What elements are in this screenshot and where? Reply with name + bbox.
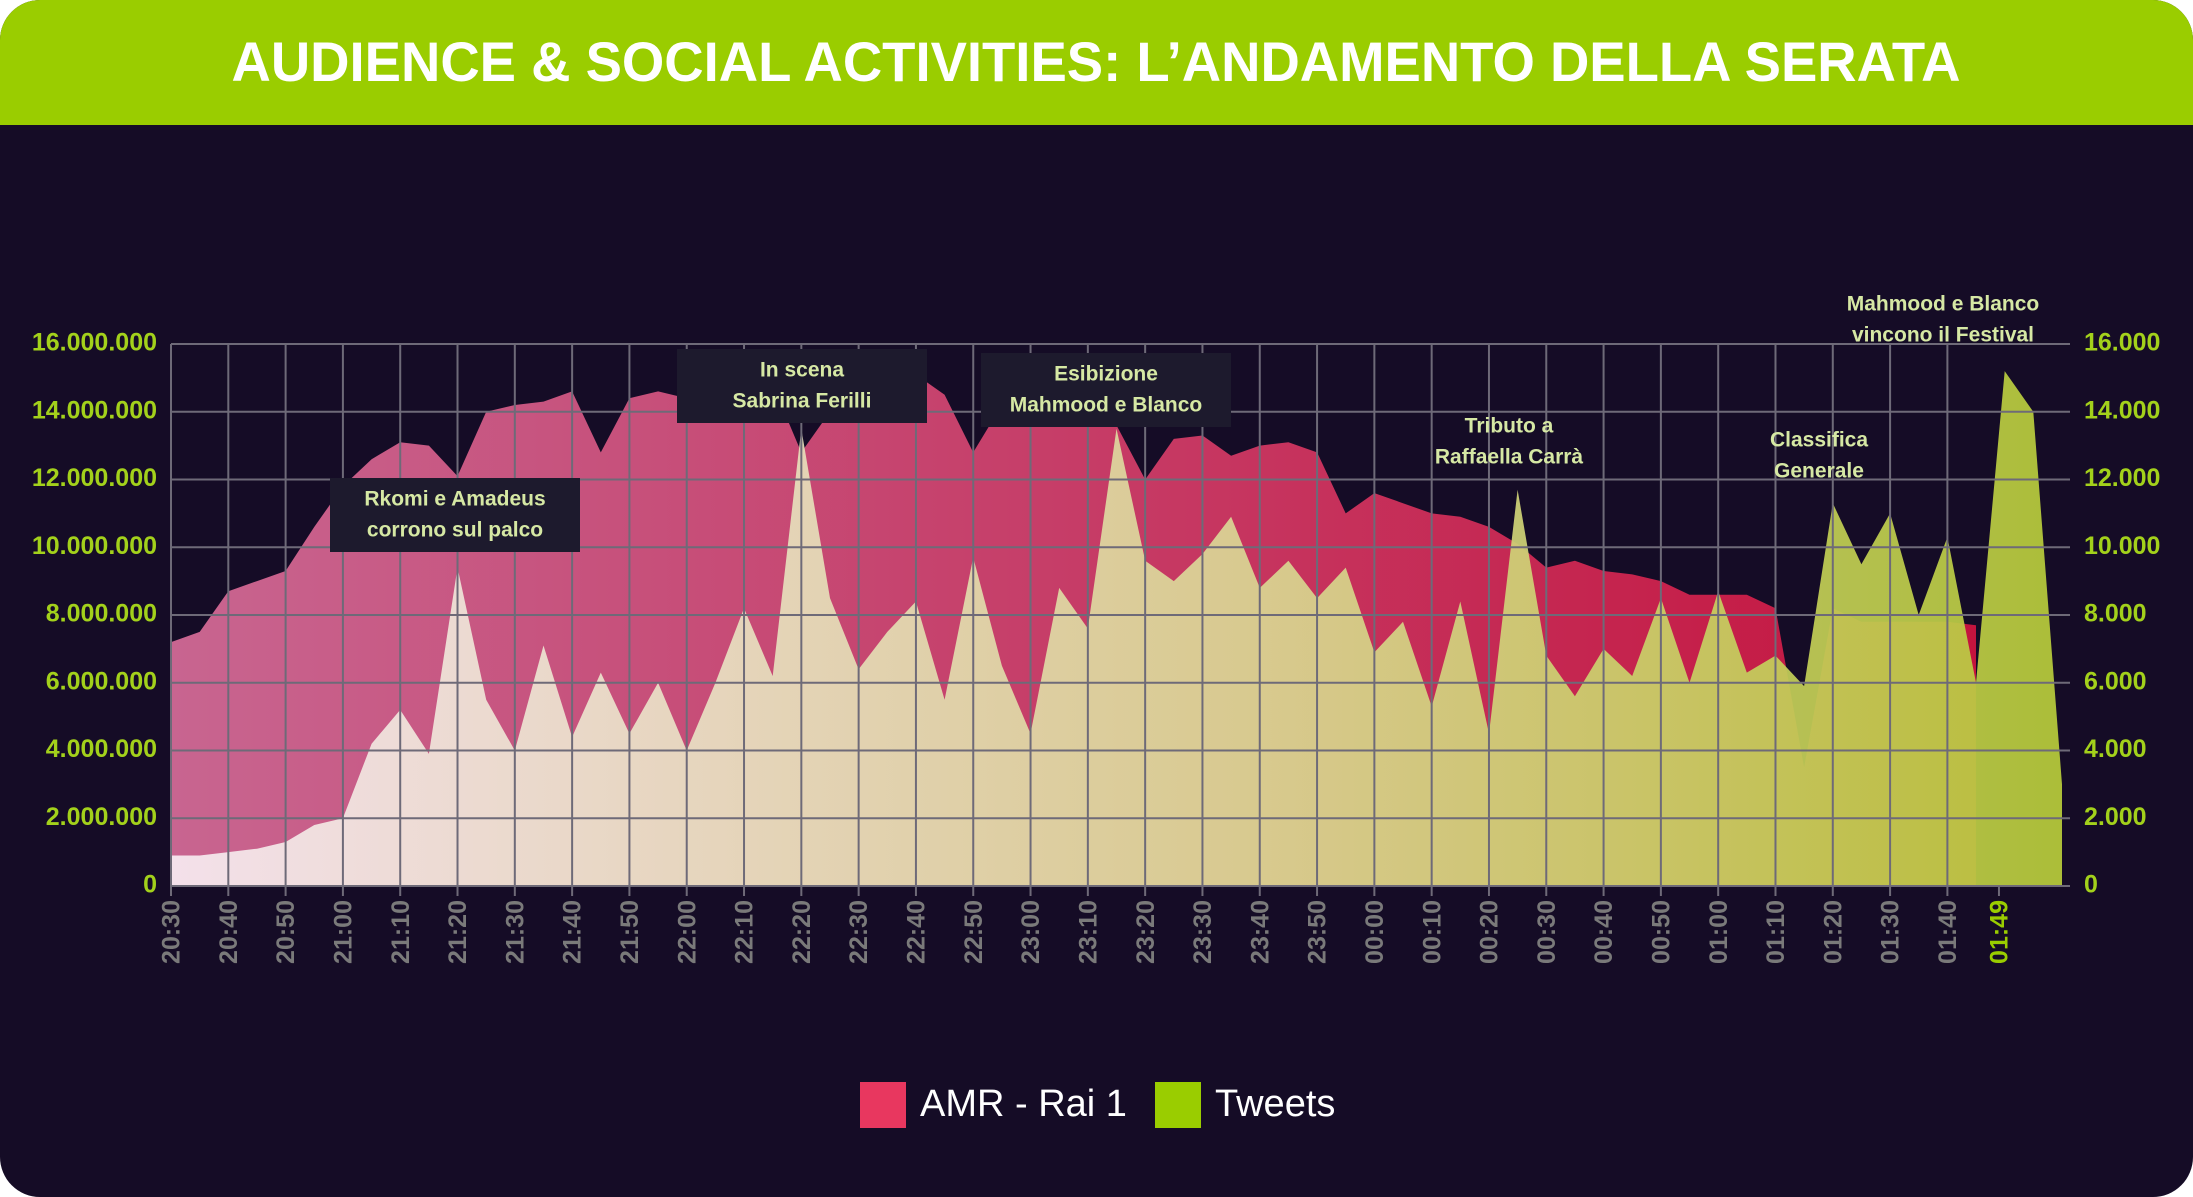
y2-tick-label: 12.000 bbox=[2084, 464, 2160, 492]
x-tick-label: 23:20 bbox=[1132, 900, 1160, 964]
y-tick-label: 2.000.000 bbox=[46, 803, 157, 831]
x-tick-label: 23:30 bbox=[1189, 900, 1217, 964]
y2-tick-label: 0 bbox=[2084, 871, 2098, 899]
annotation-text: Sabrina Ferilli bbox=[733, 390, 872, 413]
annotation-text: Classifica bbox=[1770, 429, 1868, 452]
annotation-box bbox=[677, 349, 927, 423]
annotation: Classifica Generale bbox=[1770, 429, 1868, 483]
header-bar bbox=[0, 0, 2193, 125]
y2-tick-label: 4.000 bbox=[2084, 735, 2147, 763]
y-tick-label: 4.000.000 bbox=[46, 735, 157, 763]
annotation: Esibizione Mahmood e Blanco bbox=[981, 353, 1231, 427]
x-tick-label: 20:40 bbox=[215, 900, 243, 964]
x-tick-label: 21:00 bbox=[330, 900, 358, 964]
annotation: In scena Sabrina Ferilli bbox=[677, 349, 927, 423]
annotation-box bbox=[330, 478, 580, 552]
annotation-text: Rkomi e Amadeus bbox=[364, 488, 545, 511]
annotation-text: Tributo a bbox=[1465, 415, 1554, 438]
x-tick-label: 21:40 bbox=[559, 900, 587, 964]
annotation: Tributo a Raffaella Carrà bbox=[1435, 415, 1584, 469]
x-tick-label: 22:30 bbox=[845, 900, 873, 964]
y-tick-label: 16.000.000 bbox=[32, 329, 157, 357]
x-tick-label: 00:30 bbox=[1533, 900, 1561, 964]
x-tick-label: 22:10 bbox=[731, 900, 759, 964]
legend-swatch bbox=[1155, 1082, 1201, 1128]
y-tick-label: 14.000.000 bbox=[32, 396, 157, 424]
x-tick-label: 20:50 bbox=[272, 900, 300, 964]
x-tick-label: 00:20 bbox=[1476, 900, 1504, 964]
x-tick-label: 22:50 bbox=[960, 900, 988, 964]
annotation-text: Mahmood e Blanco bbox=[1010, 394, 1203, 417]
x-tick-label: 21:10 bbox=[387, 900, 415, 964]
annotation: Mahmood e Blanco vincono il Festival bbox=[1847, 293, 2040, 347]
x-tick-label: 22:40 bbox=[903, 900, 931, 964]
annotation-text: In scena bbox=[760, 359, 844, 382]
y-tick-label: 0 bbox=[143, 871, 157, 899]
legend-label: AMR - Rai 1 bbox=[920, 1083, 1127, 1125]
x-tick-label: 01:00 bbox=[1705, 900, 1733, 964]
y2-tick-label: 16.000 bbox=[2084, 329, 2160, 357]
annotation-text: Raffaella Carrà bbox=[1435, 446, 1584, 469]
y-tick-label: 8.000.000 bbox=[46, 600, 157, 628]
x-tick-label: 23:40 bbox=[1246, 900, 1274, 964]
x-tick-label: 21:50 bbox=[616, 900, 644, 964]
x-tick-label: 21:30 bbox=[501, 900, 529, 964]
x-tick-label: 20:30 bbox=[158, 900, 186, 964]
x-tick-label: 01:10 bbox=[1762, 900, 1790, 964]
x-tick-label: 01:49 bbox=[1986, 900, 2014, 964]
x-tick-label: 23:50 bbox=[1304, 900, 1332, 964]
legend-label: Tweets bbox=[1215, 1083, 1335, 1125]
y-tick-label: 6.000.000 bbox=[46, 667, 157, 695]
y-tick-label: 12.000.000 bbox=[32, 464, 157, 492]
annotation-text: Generale bbox=[1774, 460, 1864, 483]
x-tick-label: 23:00 bbox=[1017, 900, 1045, 964]
chart-title: AUDIENCE & SOCIAL ACTIVITIES: L’ANDAMENT… bbox=[232, 30, 1961, 93]
y2-tick-label: 6.000 bbox=[2084, 667, 2147, 695]
x-tick-label: 00:50 bbox=[1647, 900, 1675, 964]
x-tick-label: 01:30 bbox=[1877, 900, 1905, 964]
x-tick-label: 22:00 bbox=[673, 900, 701, 964]
x-tick-label: 21:20 bbox=[444, 900, 472, 964]
annotation: Rkomi e Amadeus corrono sul palco bbox=[330, 478, 580, 552]
x-tick-label: 01:40 bbox=[1934, 900, 1962, 964]
legend-swatch bbox=[860, 1082, 906, 1128]
y2-tick-label: 14.000 bbox=[2084, 396, 2160, 424]
x-tick-label: 22:20 bbox=[788, 900, 816, 964]
annotation-text: Mahmood e Blanco bbox=[1847, 293, 2040, 316]
y2-tick-label: 8.000 bbox=[2084, 600, 2147, 628]
x-tick-label: 00:10 bbox=[1418, 900, 1446, 964]
x-tick-label: 01:20 bbox=[1819, 900, 1847, 964]
y-tick-label: 10.000.000 bbox=[32, 532, 157, 560]
area bbox=[171, 371, 2062, 887]
x-tick-label: 00:00 bbox=[1361, 900, 1389, 964]
annotation-text: vincono il Festival bbox=[1852, 324, 2034, 347]
x-tick-label: 23:10 bbox=[1074, 900, 1102, 964]
annotation-text: corrono sul palco bbox=[367, 519, 543, 542]
annotation-box bbox=[981, 353, 1231, 427]
y2-tick-label: 2.000 bbox=[2084, 803, 2147, 831]
annotation-text: Esibizione bbox=[1054, 363, 1158, 386]
x-tick-label: 00:40 bbox=[1590, 900, 1618, 964]
y2-tick-label: 10.000 bbox=[2084, 532, 2160, 560]
